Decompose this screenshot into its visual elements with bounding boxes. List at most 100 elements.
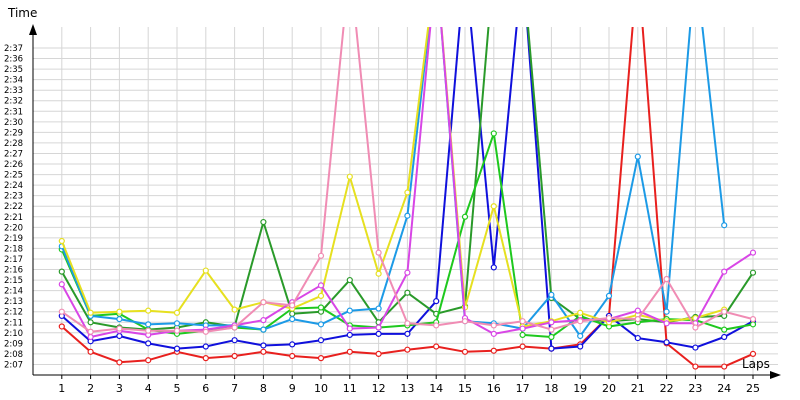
x-tick-label: 18 [544, 382, 558, 395]
data-point [404, 212, 411, 219]
y-tick-label: 2:17 [4, 255, 23, 265]
data-point [433, 298, 440, 305]
x-tick-label: 19 [573, 382, 587, 395]
data-point [375, 249, 382, 256]
data-point [87, 319, 94, 326]
x-tick-label: 4 [145, 382, 152, 395]
data-point [289, 302, 296, 309]
data-point [634, 153, 641, 160]
data-point [260, 348, 267, 355]
data-point [749, 321, 757, 328]
data-point [231, 352, 238, 360]
y-tick-label: 2:08 [4, 350, 23, 360]
data-point [404, 189, 411, 196]
data-point [317, 355, 325, 362]
data-point [116, 359, 123, 366]
data-point [375, 270, 382, 277]
y-tick-label: 2:35 [4, 65, 23, 75]
y-tick-label: 2:09 [4, 339, 23, 349]
x-tick-label: 13 [400, 382, 414, 395]
series-line [60, 27, 726, 337]
x-tick-label: 20 [602, 382, 616, 395]
y-tick-label: 2:33 [4, 86, 23, 96]
data-point [87, 333, 94, 341]
y-tick-label: 2:26 [4, 160, 23, 170]
data-point [548, 333, 555, 341]
data-point [260, 299, 267, 306]
data-point [721, 222, 728, 229]
data-point [749, 350, 757, 358]
y-tick-label: 2:21 [4, 213, 23, 223]
data-point [548, 326, 555, 333]
data-point [260, 326, 267, 333]
data-point [145, 307, 152, 314]
data-point [346, 307, 353, 314]
data-point [663, 320, 670, 327]
y-tick-label: 2:24 [4, 181, 23, 191]
data-point [173, 327, 181, 334]
y-tick-label: 2:25 [4, 171, 23, 181]
data-point [58, 323, 65, 330]
data-point [490, 264, 497, 271]
series-2 [58, 27, 757, 352]
x-tick-label: 22 [660, 382, 674, 395]
x-tick-label: 23 [688, 382, 702, 395]
data-point [519, 325, 526, 332]
y-tick-label: 2:10 [4, 329, 23, 339]
x-tick-label: 5 [174, 382, 181, 395]
data-point [577, 309, 584, 316]
data-point [87, 328, 94, 335]
y-axis-label: Time [7, 6, 37, 20]
data-point [145, 327, 152, 334]
data-point [577, 343, 584, 350]
y-tick-label: 2:32 [4, 97, 23, 107]
data-point [461, 318, 469, 325]
y-tick-label: 2:36 [4, 55, 23, 65]
series-8 [58, 27, 757, 335]
data-point [404, 269, 411, 276]
y-tick-label: 2:31 [4, 107, 23, 117]
data-point [231, 324, 238, 331]
data-point [375, 350, 382, 358]
data-point [317, 304, 325, 311]
data-point [317, 282, 325, 289]
x-tick-labels: 1 2 3 4 5 6 7 8 9 10 11 12 13 14 15 16 17 18 19 20 21 22 23 24 2… [58, 375, 760, 395]
x-axis-label: Laps [742, 357, 770, 371]
y-tick-label: 2:27 [4, 149, 23, 159]
data-point [202, 343, 209, 350]
x-axis-arrow-icon [770, 371, 781, 379]
data-point [375, 305, 382, 312]
data-point [721, 363, 728, 370]
vertical-gridlines [61, 27, 754, 375]
data-point [461, 213, 469, 220]
x-tick-label: 16 [487, 382, 501, 395]
y-tick-label: 2:16 [4, 266, 23, 276]
data-point [289, 315, 296, 323]
y-tick-label: 2:11 [4, 318, 23, 328]
data-point [346, 331, 353, 339]
data-point [145, 357, 152, 364]
y-tick-label: 2:12 [4, 308, 23, 318]
y-tick-labels: 2:072:082:092:102:112:122:132:142:152:16… [4, 44, 23, 370]
data-point [202, 328, 209, 335]
y-tick-label: 2:13 [4, 297, 23, 307]
data-point [548, 345, 555, 352]
data-point [433, 322, 440, 329]
y-tick-label: 2:28 [4, 139, 23, 149]
x-tick-label: 17 [516, 382, 530, 395]
data-point [58, 268, 65, 275]
x-tick-label: 10 [314, 382, 328, 395]
data-point [404, 320, 411, 327]
x-tick-label: 24 [717, 382, 731, 395]
series-line [60, 27, 725, 328]
data-point [519, 343, 526, 350]
data-point [346, 173, 353, 180]
x-tick-label: 12 [372, 382, 386, 395]
y-tick-label: 2:34 [4, 76, 23, 86]
x-tick-label: 21 [631, 382, 645, 395]
data-point [173, 309, 181, 316]
data-point [490, 330, 497, 337]
data-point [260, 317, 267, 324]
data-point [490, 347, 497, 354]
x-tick-label: 25 [746, 382, 760, 395]
